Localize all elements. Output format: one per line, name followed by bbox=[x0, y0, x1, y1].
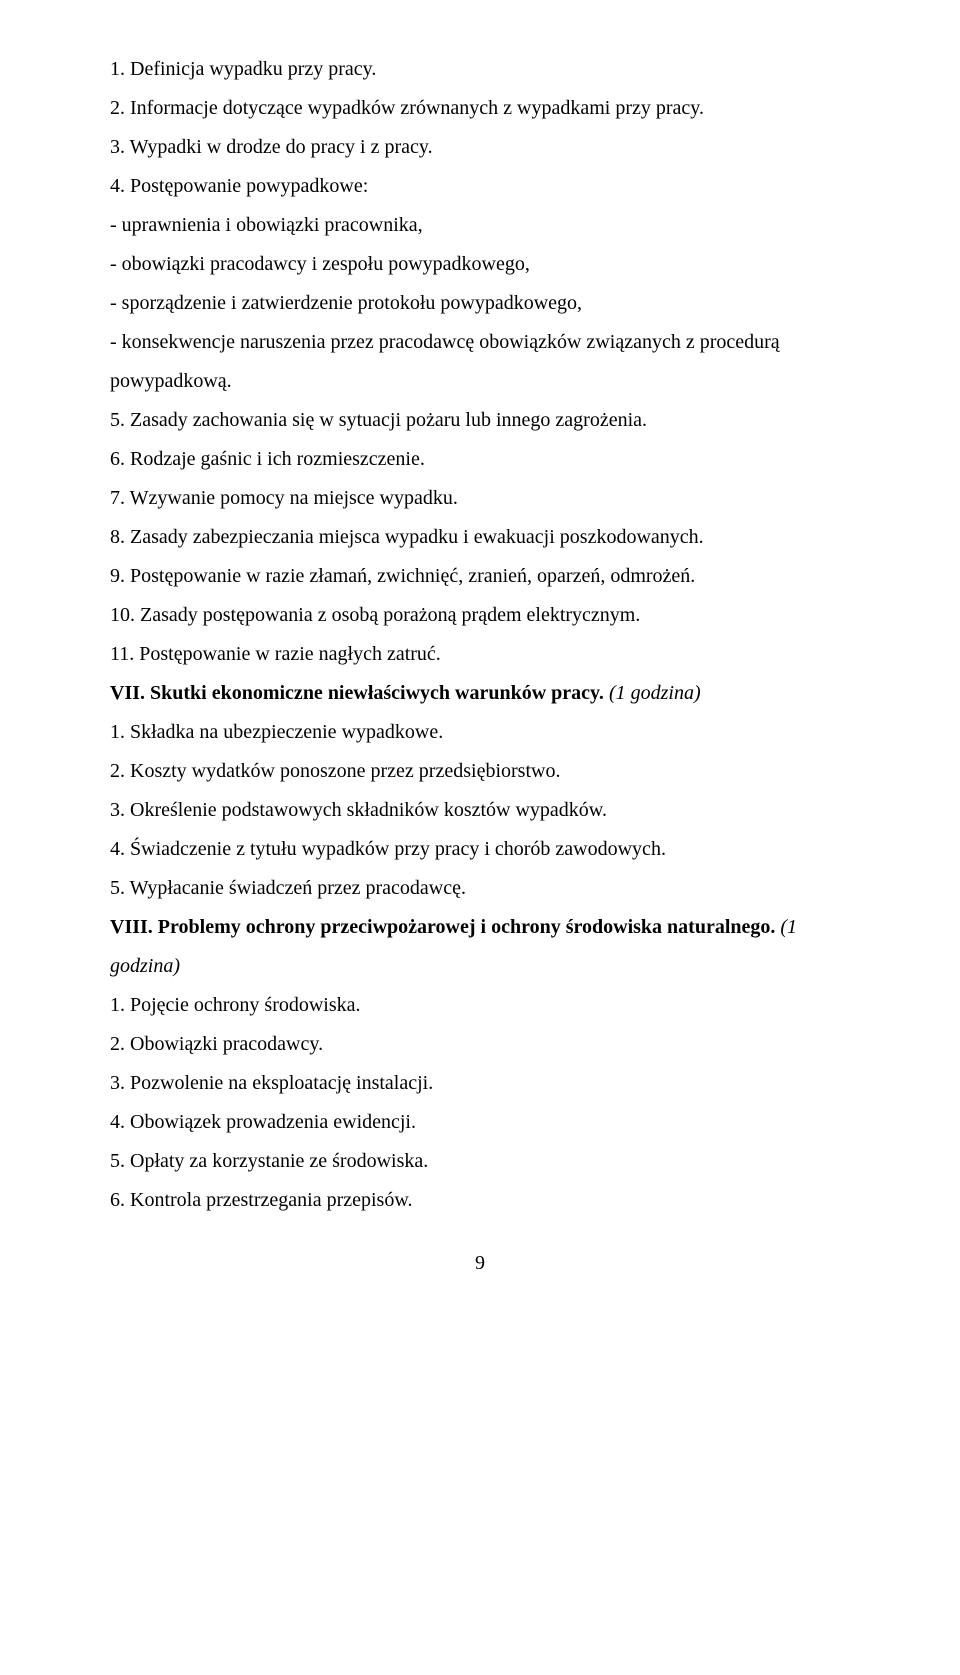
list-item: 8. Zasady zabezpieczania miejsca wypadku… bbox=[110, 518, 850, 557]
list-item: 5. Zasady zachowania się w sytuacji poża… bbox=[110, 401, 850, 440]
list-item: 4. Obowiązek prowadzenia ewidencji. bbox=[110, 1103, 850, 1142]
list-item: - obowiązki pracodawcy i zespołu powypad… bbox=[110, 245, 850, 284]
section-heading-bold: VIII. Problemy ochrony przeciwpożarowej … bbox=[110, 916, 780, 938]
section-heading-italic: (1 godzina) bbox=[609, 682, 701, 704]
list-item: - konsekwencje naruszenia przez pracodaw… bbox=[110, 323, 850, 362]
page-number: 9 bbox=[110, 1252, 850, 1275]
list-item: 4. Świadczenie z tytułu wypadków przy pr… bbox=[110, 830, 850, 869]
list-item: 6. Rodzaje gaśnic i ich rozmieszczenie. bbox=[110, 440, 850, 479]
document-page: 1. Definicja wypadku przy pracy. 2. Info… bbox=[0, 0, 960, 1675]
section-heading-bold: VII. Skutki ekonomiczne niewłaściwych wa… bbox=[110, 682, 609, 704]
list-item: 2. Obowiązki pracodawcy. bbox=[110, 1025, 850, 1064]
list-item: 5. Wypłacanie świadczeń przez pracodawcę… bbox=[110, 869, 850, 908]
list-item: 3. Pozwolenie na eksploatację instalacji… bbox=[110, 1064, 850, 1103]
list-item: 10. Zasady postępowania z osobą porażoną… bbox=[110, 596, 850, 635]
list-item: 9. Postępowanie w razie złamań, zwichnię… bbox=[110, 557, 850, 596]
list-item: - uprawnienia i obowiązki pracownika, bbox=[110, 206, 850, 245]
list-item: 2. Koszty wydatków ponoszone przez przed… bbox=[110, 752, 850, 791]
list-item: powypadkową. bbox=[110, 362, 850, 401]
list-item: 4. Postępowanie powypadkowe: bbox=[110, 167, 850, 206]
list-item: 3. Określenie podstawowych składników ko… bbox=[110, 791, 850, 830]
section-heading-viii: VIII. Problemy ochrony przeciwpożarowej … bbox=[110, 908, 850, 986]
list-item: 11. Postępowanie w razie nagłych zatruć. bbox=[110, 635, 850, 674]
list-item: 1. Składka na ubezpieczenie wypadkowe. bbox=[110, 713, 850, 752]
list-item: 7. Wzywanie pomocy na miejsce wypadku. bbox=[110, 479, 850, 518]
list-item: 2. Informacje dotyczące wypadków zrównan… bbox=[110, 89, 850, 128]
list-item: 3. Wypadki w drodze do pracy i z pracy. bbox=[110, 128, 850, 167]
section-heading-vii: VII. Skutki ekonomiczne niewłaściwych wa… bbox=[110, 674, 850, 713]
list-item: 1. Pojęcie ochrony środowiska. bbox=[110, 986, 850, 1025]
list-item: - sporządzenie i zatwierdzenie protokołu… bbox=[110, 284, 850, 323]
list-item: 1. Definicja wypadku przy pracy. bbox=[110, 50, 850, 89]
list-item: 5. Opłaty za korzystanie ze środowiska. bbox=[110, 1142, 850, 1181]
list-item: 6. Kontrola przestrzegania przepisów. bbox=[110, 1181, 850, 1220]
